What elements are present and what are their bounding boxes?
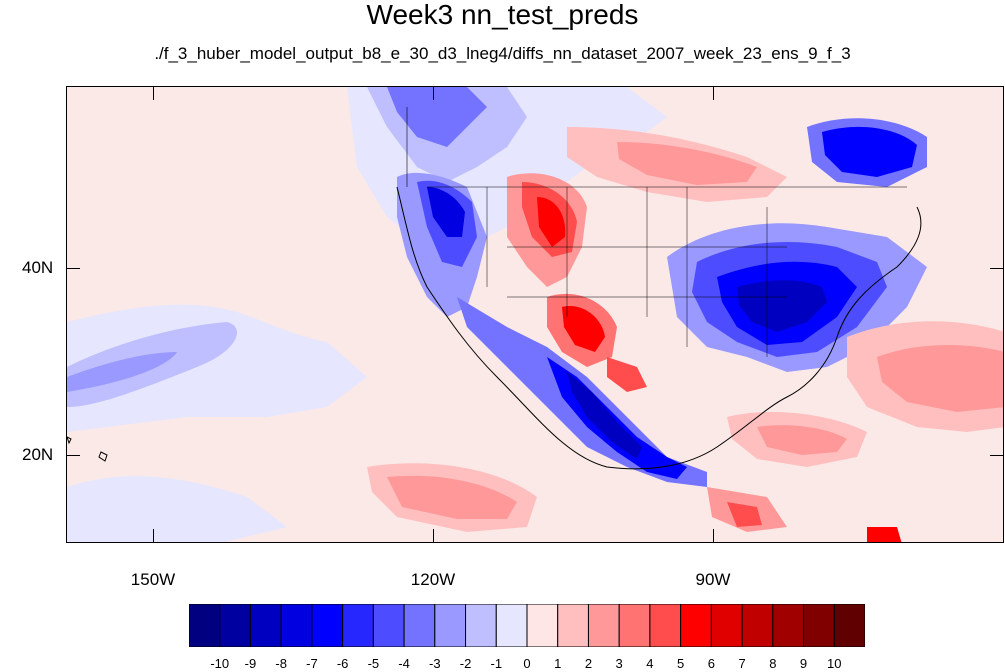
colorbar-swatch <box>311 604 344 647</box>
colorbar-swatch <box>803 604 835 647</box>
colorbar-swatch <box>741 604 774 647</box>
colorbar-swatch <box>772 604 805 647</box>
colorbar-tick-label: -6 <box>336 656 349 671</box>
colorbar-swatch <box>219 604 251 647</box>
colorbar-tick-label: 10 <box>827 656 842 671</box>
colorbar <box>189 604 865 647</box>
plot-subtitle: ./f_3_huber_model_output_b8_e_30_d3_lneg… <box>154 44 851 63</box>
anomaly-map <box>67 87 1003 542</box>
lat-tick-20n-right <box>990 455 1004 456</box>
colorbar-tick-label: 5 <box>677 656 685 671</box>
colorbar-tick-label: -10 <box>210 656 230 671</box>
colorbar-tick-label: -9 <box>244 656 257 671</box>
colorbar-tick-label: 8 <box>769 656 777 671</box>
colorbar-swatch <box>649 604 682 647</box>
colorbar-tick-label: -7 <box>306 656 318 671</box>
colorbar-tick-label: -1 <box>490 656 503 671</box>
colorbar-swatch <box>189 604 221 647</box>
colorbar-swatch <box>465 604 497 647</box>
lat-tick-40n <box>66 268 80 269</box>
colorbar-swatch <box>249 604 282 647</box>
colorbar-swatch <box>403 604 436 647</box>
colorbar-swatches <box>189 604 865 647</box>
lon-tick-90w-top <box>713 86 714 100</box>
lon-tick-120w-top <box>433 86 434 100</box>
lon-tick-120w <box>433 529 434 543</box>
colorbar-tick-label: 7 <box>738 656 746 671</box>
lon-tick-150w-top <box>153 86 154 100</box>
colorbar-tick-label: 6 <box>707 656 715 671</box>
colorbar-swatch <box>680 604 712 647</box>
lon-label-90w: 90W <box>695 570 731 589</box>
lon-tick-150w <box>153 529 154 543</box>
colorbar-swatch <box>372 604 405 647</box>
colorbar-swatch <box>434 604 467 647</box>
colorbar-tick-label: -4 <box>398 656 410 671</box>
colorbar-swatch <box>710 604 743 647</box>
lat-label-20n: 20N <box>22 445 54 464</box>
colorbar-swatch <box>495 604 528 647</box>
colorbar-tick-label: 2 <box>584 656 593 671</box>
colorbar-swatch <box>557 604 589 647</box>
lon-label-150w: 150W <box>130 570 176 589</box>
lat-label-40n: 40N <box>22 258 54 277</box>
colorbar-tick-label: -3 <box>429 656 441 671</box>
colorbar-swatch <box>833 604 865 647</box>
lat-tick-20n <box>66 455 80 456</box>
colorbar-tick-label: 9 <box>799 656 808 671</box>
lon-label-120w: 120W <box>410 570 456 589</box>
colorbar-swatch <box>587 604 620 647</box>
map-panel <box>66 86 1004 543</box>
colorbar-tick-label: 4 <box>646 656 654 671</box>
colorbar-swatch <box>342 604 374 647</box>
colorbar-tick-label: -8 <box>275 656 287 671</box>
colorbar-tick-label: 0 <box>523 656 531 671</box>
lat-tick-40n-right <box>990 268 1004 269</box>
plot-title: Week3 nn_test_preds <box>366 0 639 30</box>
colorbar-swatch <box>526 604 559 647</box>
colorbar-tick-label: 1 <box>554 656 562 671</box>
colorbar-tick-label: -5 <box>367 656 380 671</box>
colorbar-swatch <box>280 604 313 647</box>
colorbar-swatch <box>618 604 651 647</box>
colorbar-tick-label: -2 <box>459 656 472 671</box>
lon-tick-90w <box>713 529 714 543</box>
colorbar-tick-label: 3 <box>615 656 623 671</box>
